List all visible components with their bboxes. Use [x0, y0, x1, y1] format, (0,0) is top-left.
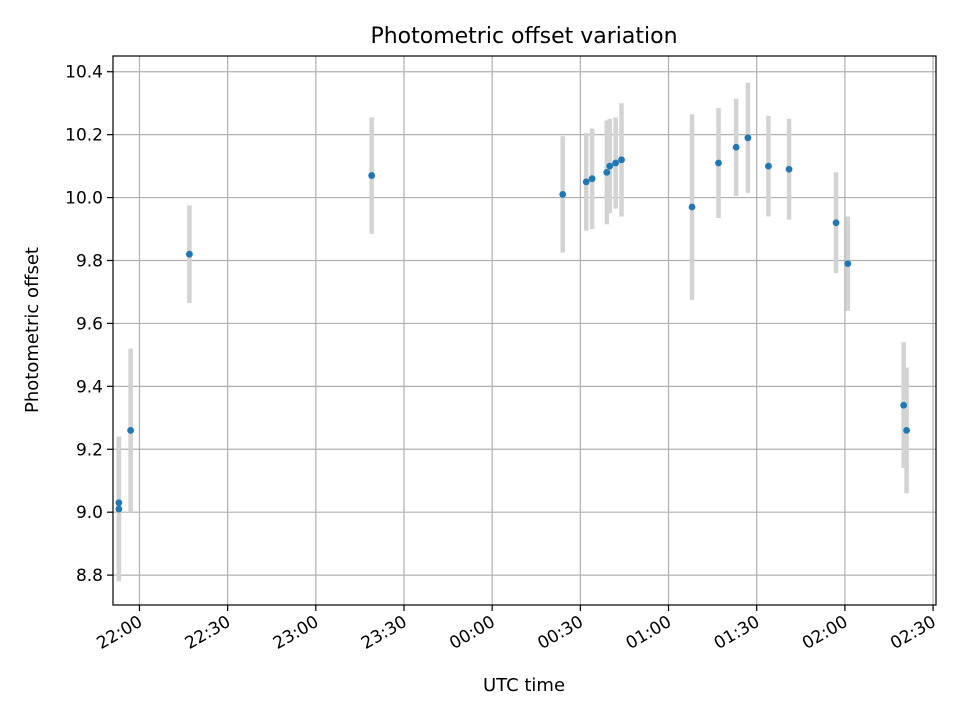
y-tick-label: 9.8	[76, 251, 103, 271]
data-points	[115, 134, 911, 513]
y-axis-ticks: 8.8 9.0 9.2 9.4 9.6 9.8 10.0 10.2 10.4	[65, 63, 113, 586]
data-point	[582, 178, 590, 186]
data-point	[606, 162, 614, 170]
y-tick-label: 9.0	[76, 503, 103, 523]
data-point	[115, 505, 123, 513]
data-point	[715, 159, 722, 167]
data-point	[603, 169, 611, 176]
y-tick-label: 10.4	[65, 63, 103, 83]
data-point	[618, 156, 625, 164]
data-point	[744, 134, 752, 142]
data-point	[115, 499, 123, 507]
data-point	[844, 260, 852, 268]
data-point	[127, 426, 135, 434]
data-point	[186, 250, 193, 258]
y-axis-label: Photometric offset	[22, 247, 43, 413]
y-tick-label: 8.8	[76, 566, 103, 586]
plot-frame	[112, 55, 937, 606]
y-tick-label: 10.2	[65, 126, 103, 146]
y-tick-label: 9.4	[76, 377, 103, 397]
data-point	[900, 401, 908, 409]
data-point	[612, 159, 620, 167]
y-tick-label: 9.6	[76, 314, 103, 334]
data-point	[785, 165, 793, 173]
grid	[113, 56, 936, 605]
data-point	[559, 191, 567, 198]
y-tick-label: 9.2	[76, 440, 103, 460]
data-point	[588, 175, 596, 183]
data-point	[368, 172, 376, 179]
y-tick-label: 10.0	[65, 189, 103, 209]
x-axis-label: UTC time	[483, 675, 565, 696]
data-point	[903, 426, 911, 434]
chart-title: Photometric offset variation	[370, 24, 677, 49]
data-point	[732, 143, 740, 151]
data-point	[765, 162, 772, 170]
data-point	[688, 203, 696, 211]
data-point	[832, 219, 840, 227]
